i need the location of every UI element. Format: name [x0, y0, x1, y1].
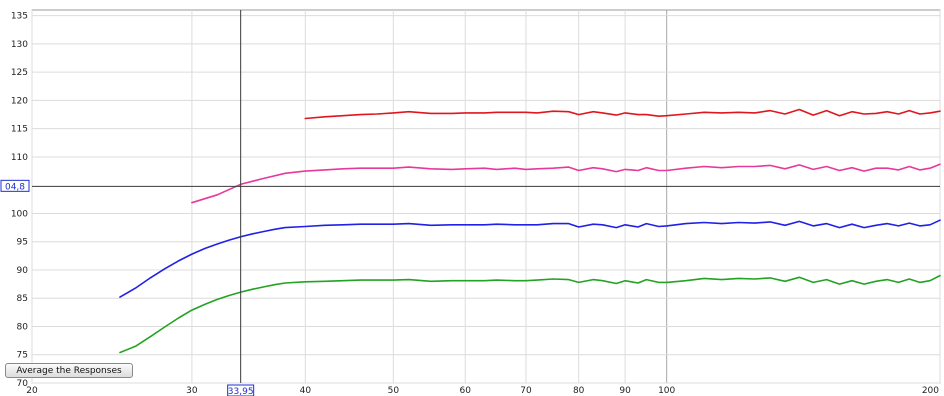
x-tick-label: 40: [300, 386, 312, 396]
grid-lines: [31, 10, 941, 384]
y-axis: 70 75 80 85 90 95 100 110 115 120 125 130 135: [11, 12, 28, 389]
x-tick-label: 70: [520, 386, 532, 396]
cursor-x-readout-box: [227, 384, 255, 396]
y-tick-label: 70: [17, 379, 29, 389]
y-tick-label: 110: [11, 153, 28, 163]
x-tick-label: 200: [922, 386, 939, 396]
y-tick-label: 120: [11, 96, 28, 106]
x-tick-label: 60: [459, 386, 471, 396]
average-responses-button[interactable]: Average the Responses: [5, 363, 133, 378]
y-tick-label: 75: [17, 351, 28, 361]
x-tick-label: 80: [573, 386, 585, 396]
series-line-3: [119, 219, 941, 298]
y-tick-label: 135: [11, 12, 28, 22]
series-layer: [119, 108, 941, 354]
x-tick-label: 30: [186, 386, 198, 396]
cursor-crosshair[interactable]: 04,8 33,95: [0, 10, 940, 396]
cursor-y-readout: 04,8: [5, 182, 25, 192]
series-line-4: [119, 274, 941, 354]
cursor-y-readout-box: [0, 179, 30, 192]
y-tick-label: 90: [17, 266, 29, 276]
y-tick-label: 80: [17, 322, 29, 332]
y-tick-label: 95: [17, 238, 28, 248]
y-tick-label: 100: [11, 209, 28, 219]
x-tick-label: 50: [388, 386, 400, 396]
y-tick-label: 115: [11, 125, 28, 135]
y-tick-label: 130: [11, 40, 28, 50]
x-tick-label: 90: [619, 386, 631, 396]
cursor-x-readout: 33,95: [228, 387, 254, 396]
y-tick-label: 125: [11, 68, 28, 78]
series-line-1: [304, 108, 941, 120]
y-tick-label: 85: [17, 294, 28, 304]
x-axis: 20 30 40 50 60 70 80 90 100 200: [26, 386, 939, 396]
plot-area[interactable]: [31, 9, 941, 384]
x-tick-label: 100: [658, 386, 675, 396]
series-line-2: [191, 163, 941, 204]
x-tick-label: 20: [26, 386, 38, 396]
